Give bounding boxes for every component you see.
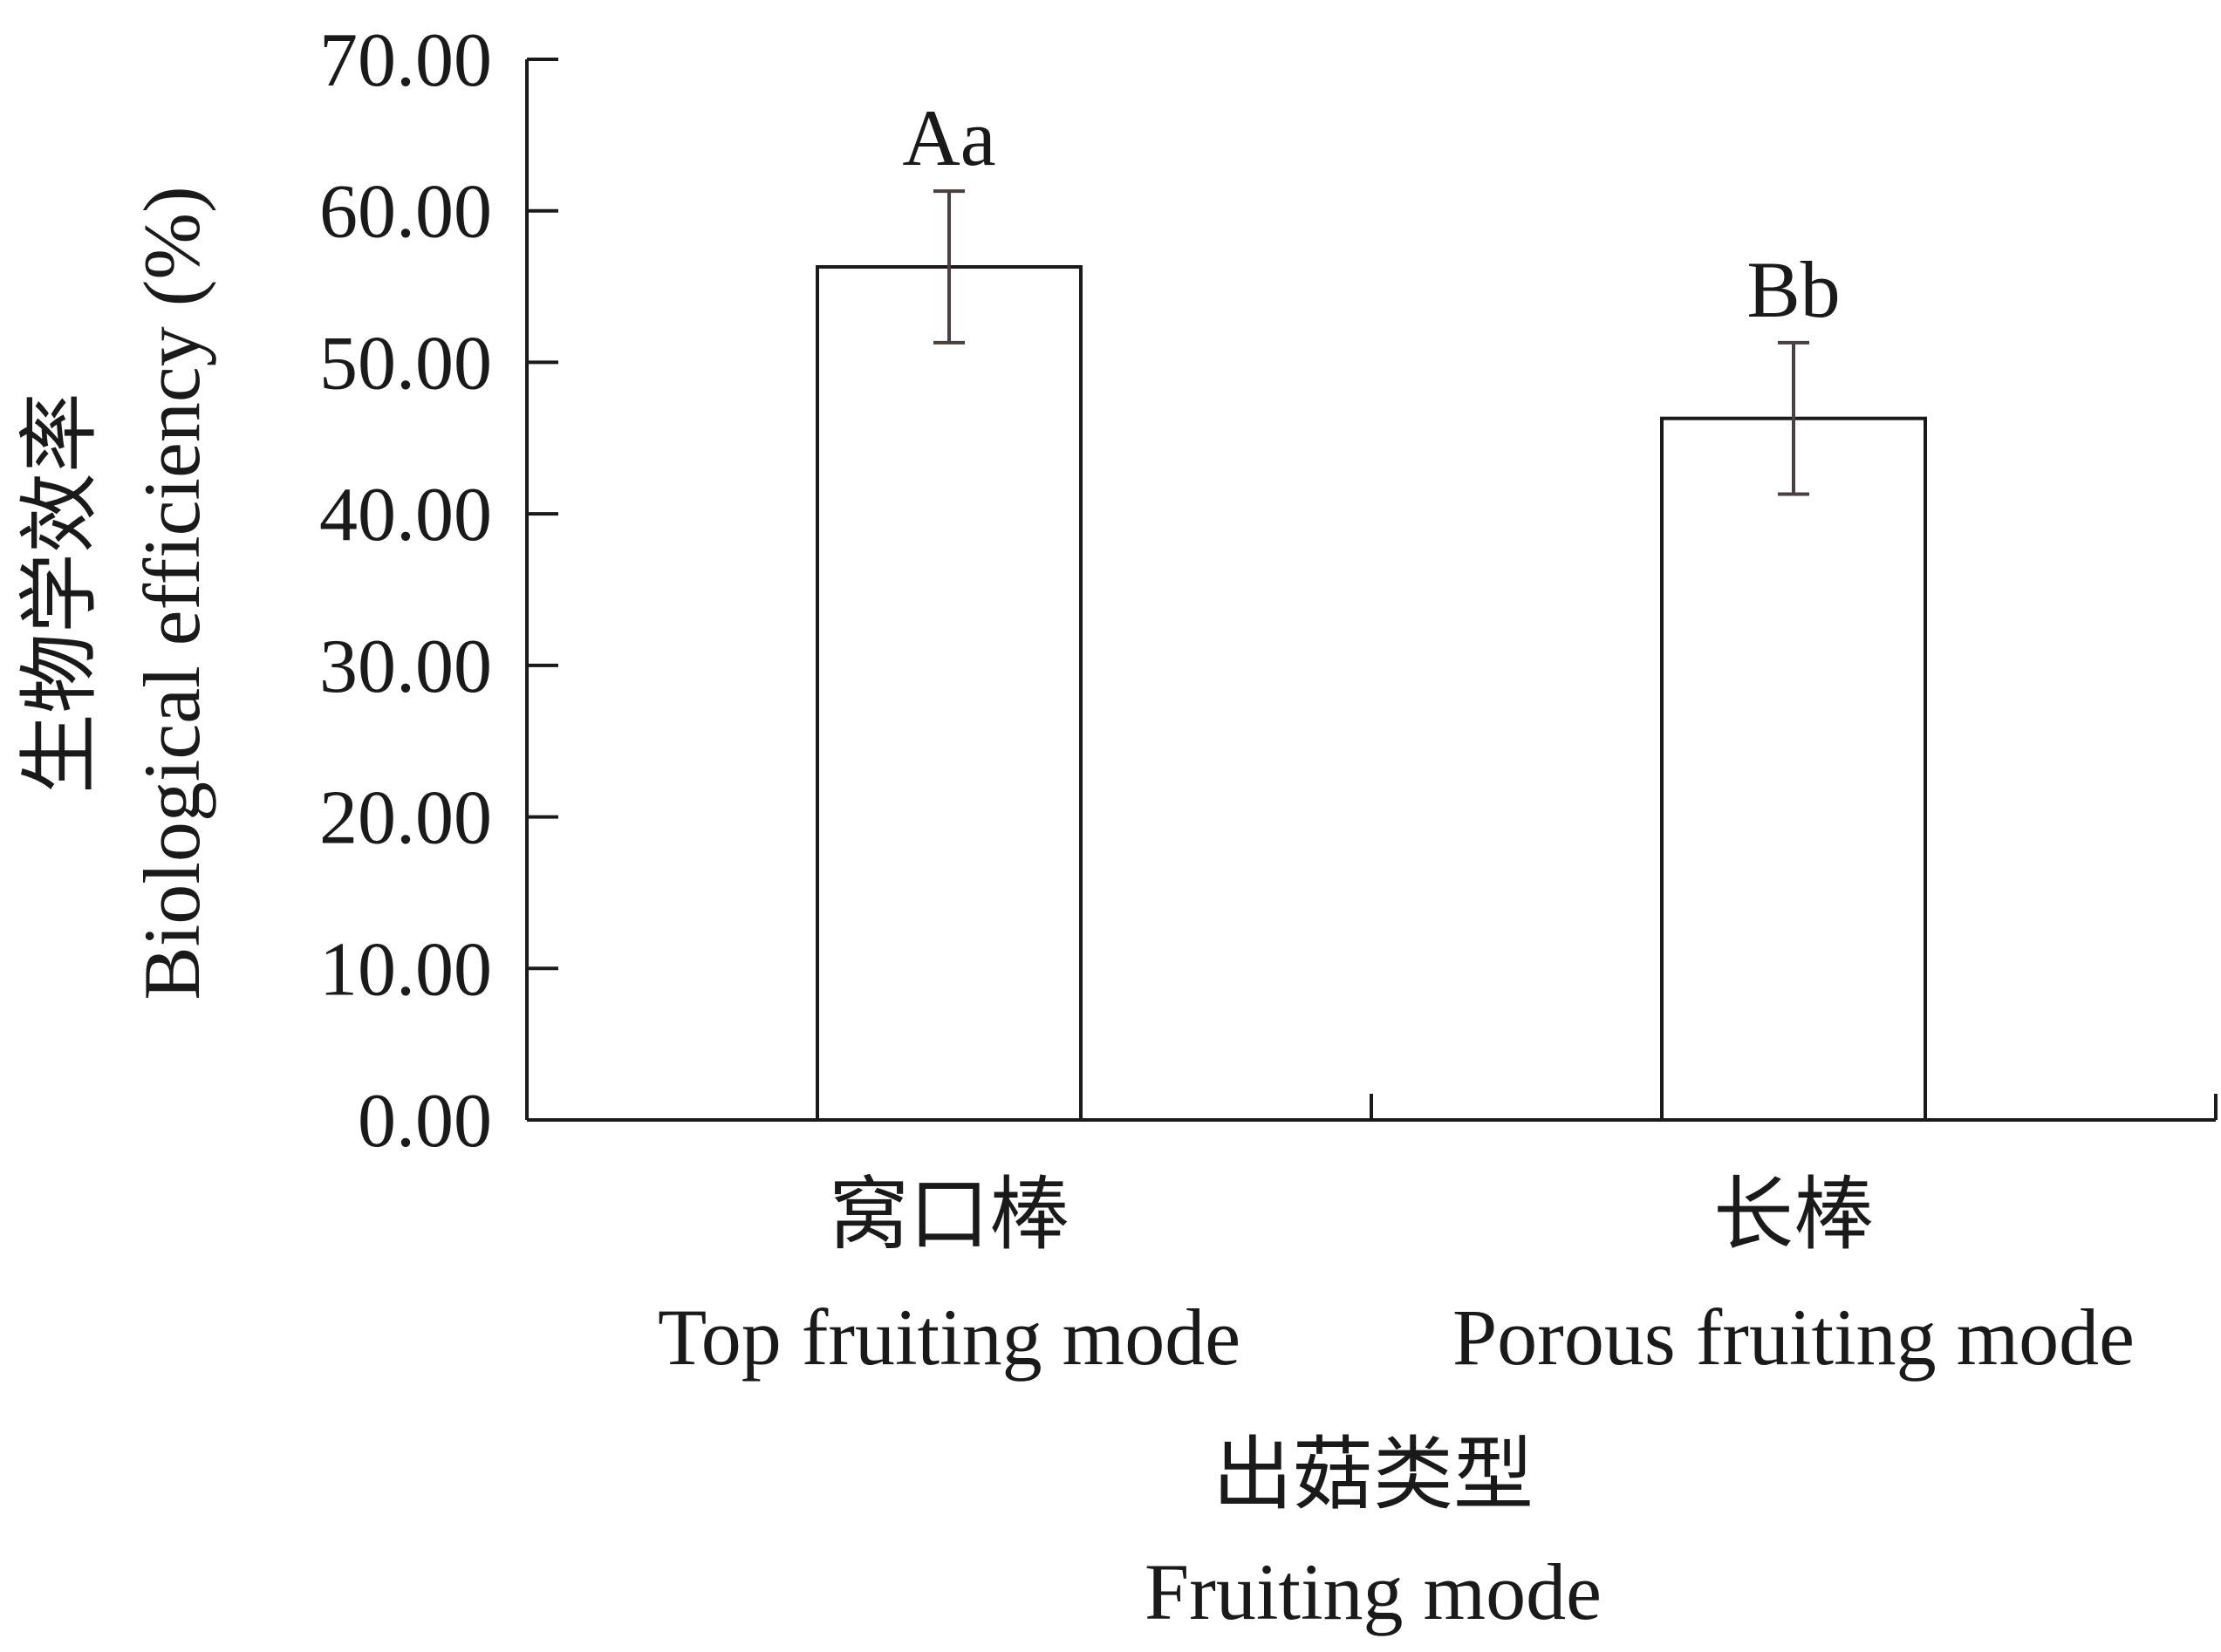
y-tick-label: 70.00 — [319, 18, 492, 103]
y-tick-label: 40.00 — [319, 473, 492, 557]
y-tick-label: 50.00 — [319, 321, 492, 406]
bars — [816, 264, 1927, 1122]
x-axis — [527, 1094, 2218, 1122]
y-tick-label: 0.00 — [358, 1079, 492, 1164]
category-label-zh: 长棒 — [1713, 1171, 1874, 1259]
x-axis-title-en: Fruiting mode — [1145, 1547, 1602, 1636]
y-tick-label: 30.00 — [319, 625, 492, 709]
y-tick-label: 20.00 — [319, 776, 492, 861]
error-bars — [933, 189, 1809, 496]
y-axis: 0.00 10.00 20.00 30.00 40.00 50.00 60.00 70.00 — [319, 18, 558, 1164]
significance-label: Aa — [902, 93, 995, 182]
y-tick-label: 10.00 — [319, 927, 492, 1012]
category-label-en: Porous fruiting mode — [1452, 1293, 2135, 1382]
x-axis-title-zh: 出菇类型 — [1213, 1430, 1534, 1519]
bar — [816, 264, 1083, 1122]
y-tick-label: 60.00 — [319, 170, 492, 255]
significance-label: Bb — [1746, 245, 1840, 334]
bar — [1660, 416, 1927, 1122]
y-axis-title-zh: 生物学效率 — [16, 393, 105, 794]
significance-labels: Aa Bb — [902, 93, 1840, 334]
category-labels: 窝口棒 Top fruiting mode 长棒 Porous fruiting mo… — [658, 1171, 2135, 1382]
y-axis-title-en: Biological efficiency (%) — [127, 186, 216, 1000]
category-label-en: Top fruiting mode — [658, 1293, 1240, 1382]
category-label-zh: 窝口棒 — [829, 1171, 1069, 1259]
